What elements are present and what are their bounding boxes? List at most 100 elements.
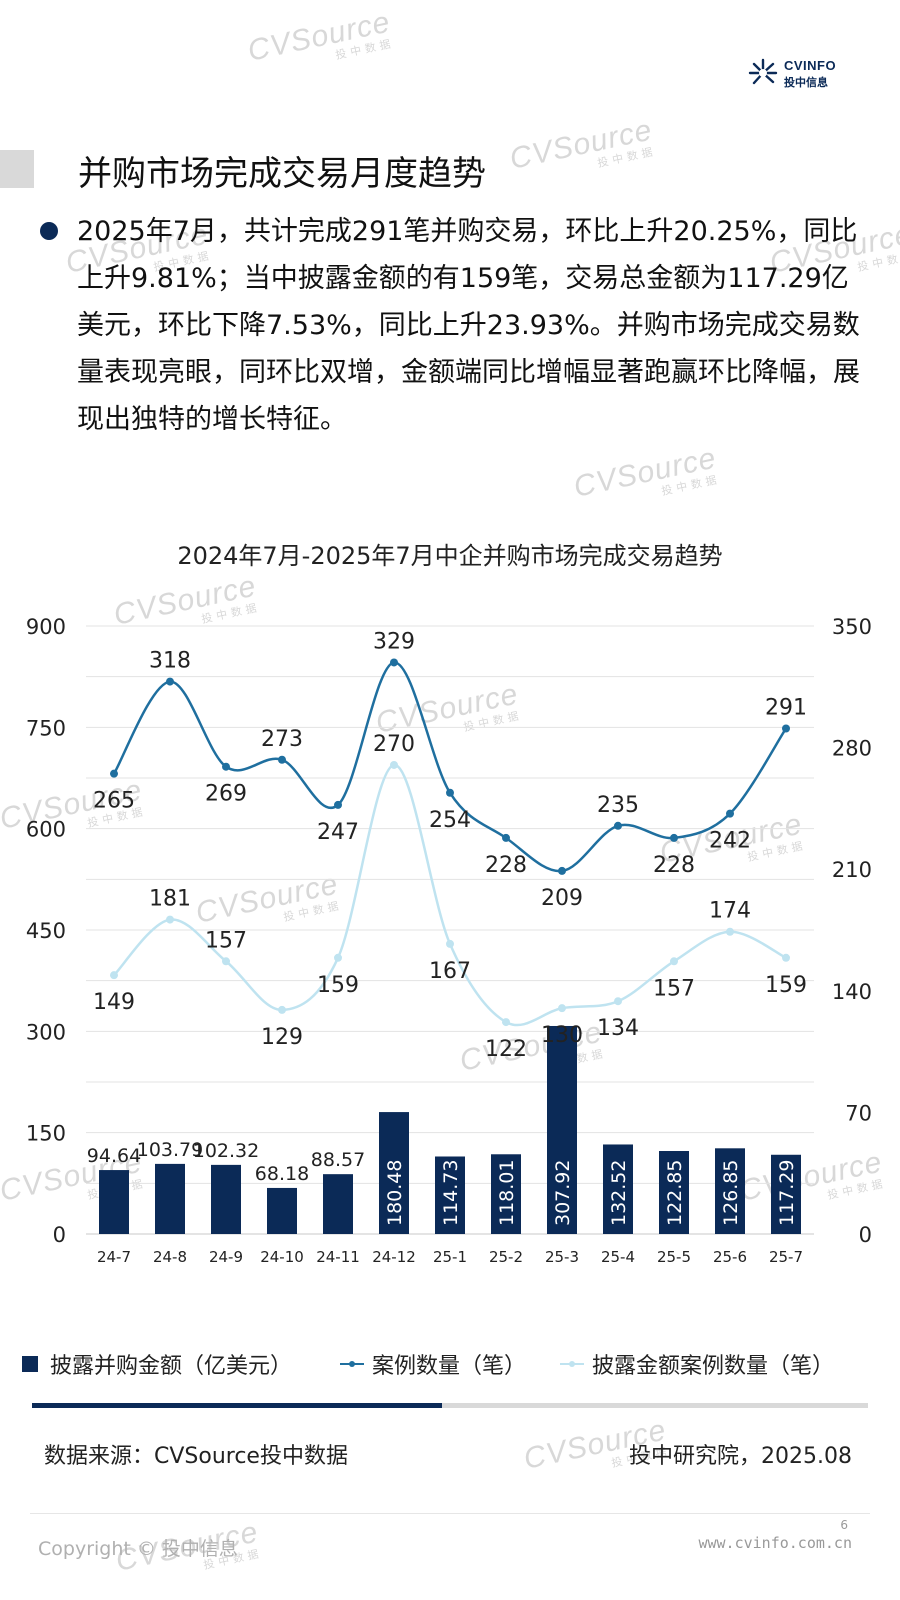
data-point — [446, 788, 454, 797]
y-left-tick-label: 600 — [26, 818, 66, 842]
line-value-label: 291 — [765, 695, 807, 720]
legend-item-disclosed-count: 披露金额案例数量（笔） — [560, 1348, 834, 1380]
legend-label: 披露金额案例数量（笔） — [592, 1354, 835, 1379]
line-value-label: 167 — [429, 959, 471, 984]
y-left-tick-label: 750 — [26, 716, 66, 740]
chart-title: 2024年7月-2025年7月中企并购市场完成交易趋势 — [177, 542, 723, 570]
x-tick-label: 25-3 — [545, 1248, 579, 1266]
legend-bar-swatch — [22, 1356, 38, 1372]
y-right-tick-label: 210 — [832, 858, 872, 882]
page-title: 并购市场完成交易月度趋势 — [78, 154, 486, 194]
line-value-label: 228 — [653, 853, 695, 878]
line-value-label: 273 — [261, 727, 303, 752]
bar — [267, 1187, 297, 1234]
line-value-label: 149 — [93, 990, 135, 1015]
x-tick-label: 24-11 — [316, 1248, 360, 1266]
cvinfo-logo: CVINFO 投中信息 — [748, 56, 858, 90]
cvinfo-logo-icon — [748, 58, 778, 85]
line-value-label: 157 — [653, 976, 695, 1001]
bar — [99, 1170, 129, 1234]
x-tick-label: 25-6 — [713, 1248, 747, 1266]
data-point — [446, 939, 454, 948]
bar — [715, 1148, 745, 1234]
x-tick-label: 25-1 — [433, 1248, 467, 1266]
x-tick-label: 25-2 — [489, 1248, 523, 1266]
bar — [211, 1164, 241, 1234]
chart-legend: 披露并购金额（亿美元） 案例数量（笔） 披露金额案例数量（笔） — [22, 1348, 882, 1382]
y-right-tick-label: 280 — [832, 737, 872, 761]
summary-text: 2025年7月，共计完成291笔并购交易，环比上升20.25%，同比上升9.81… — [77, 216, 860, 435]
line-value-label: 122 — [485, 1037, 527, 1062]
data-point — [782, 953, 790, 962]
bar-value-label: 126.85 — [720, 1160, 742, 1226]
y-left-tick-label: 300 — [26, 1020, 66, 1044]
line-value-label: 247 — [317, 820, 359, 845]
amount-bars — [99, 1025, 801, 1234]
line-value-label: 318 — [149, 649, 191, 674]
line-value-label: 228 — [485, 853, 527, 878]
bar — [771, 1154, 801, 1234]
line-value-label: 254 — [429, 808, 471, 833]
bar-value-label: 118.01 — [496, 1160, 518, 1226]
data-point — [670, 957, 678, 966]
bar — [603, 1144, 633, 1234]
line-value-label: 270 — [373, 732, 415, 757]
x-tick-label: 24-9 — [209, 1248, 243, 1266]
data-point — [278, 1005, 286, 1014]
line-value-label: 159 — [765, 973, 807, 998]
line-value-label: 130 — [541, 1023, 583, 1048]
data-point — [502, 1018, 510, 1027]
data-point — [334, 800, 342, 809]
bar — [547, 1025, 577, 1234]
bullet-dot-icon — [40, 222, 58, 240]
bar-value-label: 94.64 — [87, 1145, 141, 1167]
bar-value-label: 103.79 — [137, 1139, 203, 1161]
bar-value-label: 117.29 — [776, 1160, 798, 1226]
y-right-tick-label: 0 — [859, 1223, 872, 1247]
bar-value-label: 180.48 — [384, 1160, 406, 1226]
line-value-label: 242 — [709, 829, 751, 854]
data-point — [614, 997, 622, 1006]
x-tick-label: 25-7 — [769, 1248, 803, 1266]
y-left-tick-label: 0 — [53, 1223, 66, 1247]
logo-text-cn: 投中信息 — [784, 76, 828, 89]
data-point — [502, 833, 510, 842]
y-left-tick-label: 150 — [26, 1122, 66, 1146]
line-value-label: 134 — [597, 1016, 639, 1041]
data-point — [222, 762, 230, 771]
data-point — [222, 957, 230, 966]
y-right-tick-label: 70 — [845, 1101, 872, 1125]
line-value-label: 174 — [709, 899, 751, 924]
legend-line-swatch — [560, 1361, 584, 1367]
x-tick-label: 24-10 — [260, 1248, 304, 1266]
bar-value-label: 132.52 — [608, 1160, 630, 1226]
bar-value-label: 68.18 — [255, 1163, 309, 1185]
line-value-label: 235 — [597, 793, 639, 818]
bar — [435, 1156, 465, 1234]
line-value-label: 157 — [205, 928, 247, 953]
bar-value-label: 102.32 — [193, 1140, 259, 1162]
data-point — [110, 971, 118, 980]
data-point — [558, 866, 566, 875]
author-date: 投中研究院，2025.08 — [629, 1444, 852, 1469]
data-source: 数据来源：CVSource投中数据 — [44, 1444, 348, 1469]
title-accent-bar — [0, 150, 34, 188]
data-point — [782, 724, 790, 733]
axis-ticks: 0 150 300 450 600 750 900 0 70 140 210 280 350 24-7 24… — [26, 615, 872, 1266]
x-tick-label: 24-12 — [372, 1248, 416, 1266]
line-value-label: 181 — [149, 887, 191, 912]
grid — [86, 625, 814, 1235]
data-point — [726, 809, 734, 818]
copyright: Copyright © 投中信息 — [38, 1538, 238, 1560]
line-value-label: 269 — [205, 782, 247, 807]
legend-line-swatch — [340, 1361, 364, 1367]
website-url: www.cvinfo.com.cn — [698, 1534, 852, 1552]
legend-label: 披露并购金额（亿美元） — [50, 1354, 293, 1379]
line-value-label: 209 — [541, 886, 583, 911]
footer-divider — [30, 1513, 870, 1514]
bar-value-label: 88.57 — [311, 1149, 365, 1171]
bar — [323, 1174, 353, 1234]
